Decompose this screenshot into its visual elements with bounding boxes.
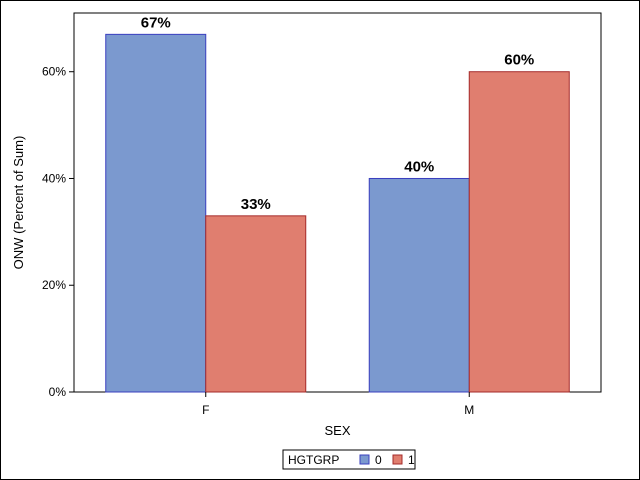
y-tick-label: 20% bbox=[42, 278, 66, 292]
data-label: 60% bbox=[504, 52, 534, 69]
bar bbox=[468, 71, 570, 393]
bars-layer bbox=[105, 33, 570, 393]
y-axis: 0% 20% 40% 60% bbox=[42, 65, 74, 399]
x-axis-title: SEX bbox=[324, 423, 350, 438]
data-label: 33% bbox=[241, 196, 271, 213]
legend-title: HGTGRP bbox=[288, 453, 339, 467]
data-labels-layer: 67% 33% 40% 60% bbox=[141, 14, 535, 212]
legend-label: 0 bbox=[375, 453, 382, 467]
y-tick-label: 0% bbox=[49, 385, 67, 399]
legend-box bbox=[282, 449, 416, 470]
y-tick-label: 40% bbox=[42, 171, 66, 185]
legend-swatch bbox=[392, 454, 403, 465]
legend-label: 1 bbox=[408, 453, 415, 467]
x-tick-label: M bbox=[464, 403, 474, 417]
bar bbox=[205, 215, 307, 393]
legend-swatch bbox=[359, 454, 370, 465]
x-tick-label: F bbox=[202, 403, 209, 417]
data-label: 67% bbox=[141, 14, 171, 31]
bar bbox=[105, 33, 207, 393]
data-label: 40% bbox=[404, 158, 434, 175]
y-axis-title: ONW (Percent of Sum) bbox=[11, 136, 26, 270]
y-tick-label: 60% bbox=[42, 65, 66, 79]
bar bbox=[368, 177, 470, 393]
plot-area bbox=[73, 12, 602, 393]
